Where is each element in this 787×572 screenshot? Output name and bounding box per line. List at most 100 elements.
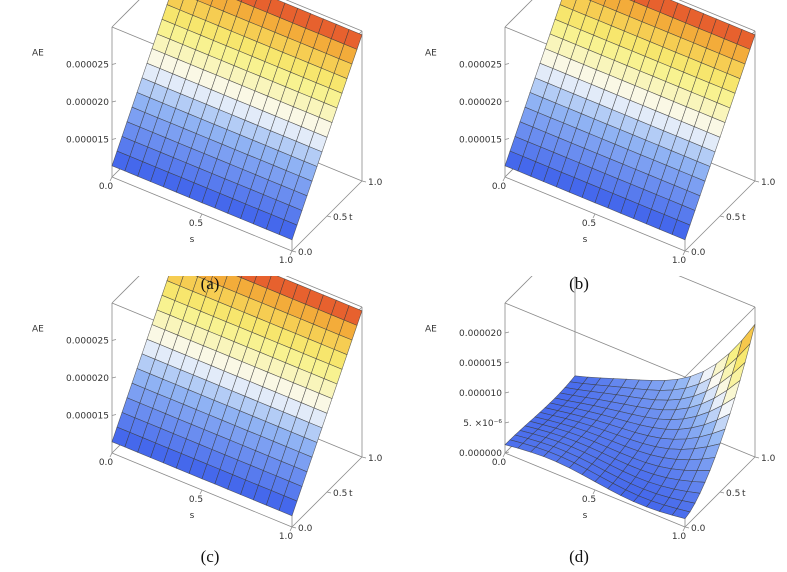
z-tick-mark [504, 63, 510, 65]
surface-plot-c-svg: 0.000015 0.000020 0.000025 AE 0.0 0.5 1.0 s 0.0 0… [32, 276, 383, 542]
box-edge-back [678, 276, 756, 308]
t-tick-mark [291, 526, 297, 529]
box-edge-back [504, 0, 533, 28]
z-tick-mark [504, 391, 510, 394]
t-axis-label: t [742, 213, 746, 223]
s-axis-label: s [583, 511, 588, 521]
z-tick-mark [111, 339, 117, 341]
s-tick-mark [592, 213, 596, 219]
z-tick-label: 0.000020 [66, 374, 109, 384]
s-tick-mark [502, 176, 506, 182]
z-tick-label: 0.000025 [66, 337, 109, 347]
t-tick-label: 1.0 [761, 454, 776, 464]
t-tick-label: 0.0 [691, 524, 706, 534]
t-tick-mark [719, 215, 725, 218]
z-axis-label: AE [425, 49, 437, 59]
t-tick-label: 0.5 [333, 489, 347, 499]
s-tick-label: 1.0 [672, 532, 687, 542]
s-tick-label: 1.0 [672, 256, 687, 266]
t-tick-label: 0.0 [691, 248, 706, 258]
surface-plot-c: 0.000015 0.000020 0.000025 AE 0.0 0.5 1.0 s 0.0 0… [0, 276, 394, 546]
s-tick-label: 0.0 [99, 182, 114, 192]
surface-patch [278, 495, 298, 517]
s-tick-mark [682, 526, 686, 532]
s-tick-mark [199, 489, 203, 495]
box-edge-front [684, 306, 756, 378]
t-tick-label: 0.5 [333, 213, 347, 223]
s-axis-label: s [190, 511, 195, 521]
s-tick-mark [199, 213, 203, 219]
z-tick-label: 0.000020 [459, 98, 502, 108]
s-tick-label: 0.5 [189, 495, 203, 505]
surface-plot-a: 0.000015 0.000020 0.000025 AE 0.0 0.5 1.0 s 0.0 0… [0, 0, 394, 270]
s-tick-label: 1.0 [279, 256, 294, 266]
s-tick-label: 0.5 [582, 219, 596, 229]
z-tick-label: 5. ×10⁻⁶ [463, 419, 502, 429]
surface-plot-b: 0.000015 0.000020 0.000025 AE 0.0 0.5 1.0 s 0.0 0… [393, 0, 787, 270]
caption-a: (a) [200, 274, 220, 293]
t-tick-label: 1.0 [368, 454, 383, 464]
z-tick-label: 0.000020 [66, 98, 109, 108]
s-tick-mark [109, 452, 113, 458]
z-tick-label: 0.000025 [66, 61, 109, 71]
z-tick-label: 0.000015 [459, 359, 502, 369]
z-tick-mark [504, 361, 510, 364]
s-tick-mark [289, 526, 293, 532]
surface-patch [671, 508, 691, 520]
caption-d: (d) [569, 547, 589, 566]
s-tick-mark [502, 452, 506, 458]
t-tick-label: 1.0 [368, 178, 383, 188]
t-tick-mark [326, 215, 332, 218]
z-tick-mark [111, 100, 117, 103]
z-tick-label: 0.000020 [459, 329, 502, 339]
caption-c: (c) [200, 547, 220, 566]
z-tick-label: 0.000025 [459, 61, 502, 71]
surface-plot-d: 0.000000 5. ×10⁻⁶ 0.000010 0.000015 0.000020… [393, 276, 787, 546]
z-tick-mark [504, 100, 510, 103]
surface-plot-a-svg: 0.000015 0.000020 0.000025 AE 0.0 0.5 1.0 s 0.0 0… [32, 0, 383, 266]
t-tick-mark [361, 180, 367, 183]
s-tick-label: 0.5 [189, 219, 203, 229]
t-tick-mark [754, 456, 760, 459]
box-edge-back [504, 276, 533, 304]
t-tick-label: 0.0 [298, 524, 313, 534]
t-axis-label: t [349, 489, 353, 499]
s-tick-label: 1.0 [279, 532, 294, 542]
surface-patch [278, 219, 298, 241]
s-tick-label: 0.0 [99, 458, 114, 468]
s-tick-label: 0.5 [582, 495, 596, 505]
s-axis-label: s [583, 235, 588, 245]
z-tick-mark [504, 451, 510, 454]
t-tick-mark [684, 250, 690, 253]
t-tick-label: 0.5 [726, 213, 740, 223]
z-tick-mark [111, 376, 117, 379]
s-tick-mark [109, 176, 113, 182]
box-edge-back [111, 0, 140, 28]
box-edge-back [285, 276, 363, 308]
z-tick-mark [504, 138, 510, 140]
surface-plot-b-svg: 0.000015 0.000020 0.000025 AE 0.0 0.5 1.0 s 0.0 0… [425, 0, 776, 266]
z-tick-label: 0.000015 [459, 136, 502, 146]
t-tick-mark [754, 180, 760, 183]
caption-b: (b) [569, 274, 589, 293]
t-tick-mark [361, 456, 367, 459]
surface-mesh-a [111, 0, 363, 241]
z-tick-label: 0.000015 [66, 136, 109, 146]
t-tick-mark [291, 250, 297, 253]
surface-mesh-c [111, 276, 363, 517]
t-tick-mark [684, 526, 690, 529]
box-edge-back [678, 0, 756, 32]
z-tick-mark [504, 421, 510, 424]
s-axis-label: s [190, 235, 195, 245]
z-axis-label: AE [32, 325, 44, 335]
z-axis-label: AE [425, 325, 437, 335]
surface-mesh-d [504, 324, 756, 520]
s-tick-mark [682, 250, 686, 256]
z-tick-label: 0.000010 [459, 389, 502, 399]
z-tick-mark [111, 138, 117, 140]
surface-mesh-b [504, 0, 756, 241]
s-tick-mark [592, 489, 596, 495]
t-tick-label: 1.0 [761, 178, 776, 188]
t-tick-mark [719, 491, 725, 494]
surface-plot-d-svg: 0.000000 5. ×10⁻⁶ 0.000010 0.000015 0.000020… [425, 276, 776, 542]
